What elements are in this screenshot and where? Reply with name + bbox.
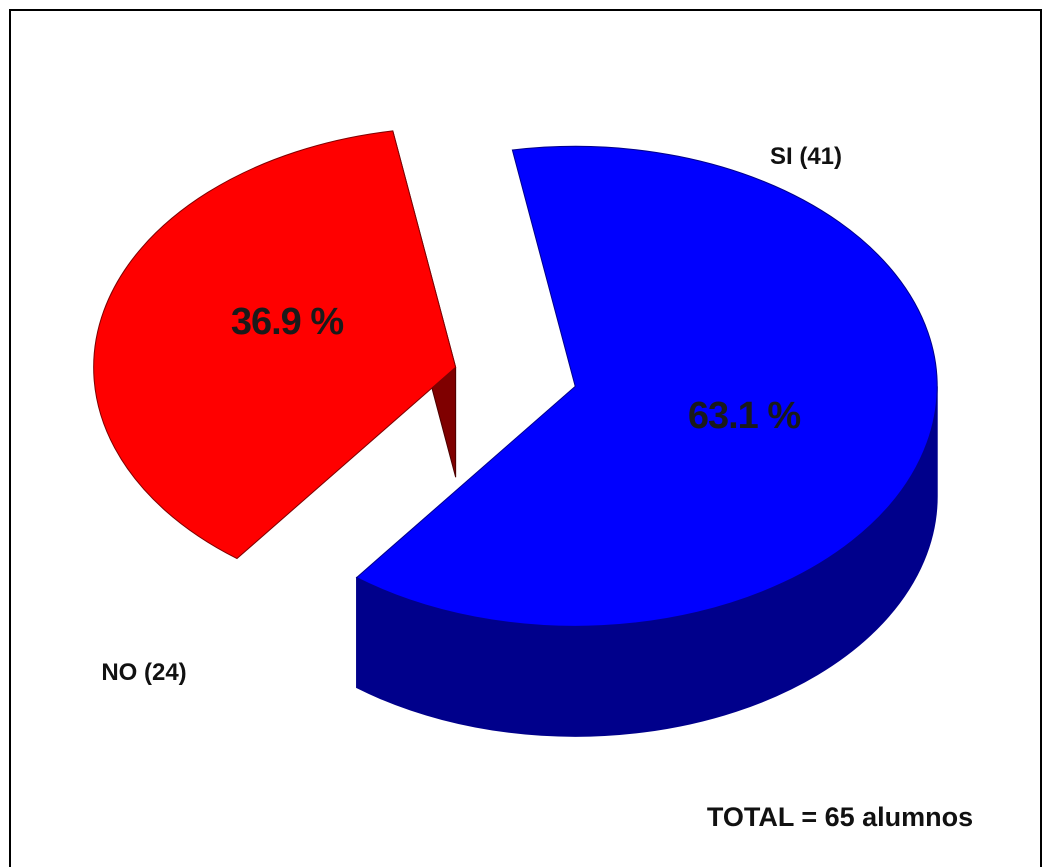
slice-no-percent-label: 36.9 %	[231, 301, 344, 343]
slice-si-label: SI (41)	[770, 143, 842, 170]
slice-no-top	[93, 130, 457, 560]
total-annotation: TOTAL = 65 alumnos	[707, 802, 973, 832]
slice-no-label: NO (24)	[101, 659, 186, 686]
slice-si-percent-label: 63.1 %	[688, 395, 801, 437]
slice-no	[93, 130, 457, 560]
slice-si	[355, 145, 938, 737]
slice-si-top	[355, 145, 938, 627]
